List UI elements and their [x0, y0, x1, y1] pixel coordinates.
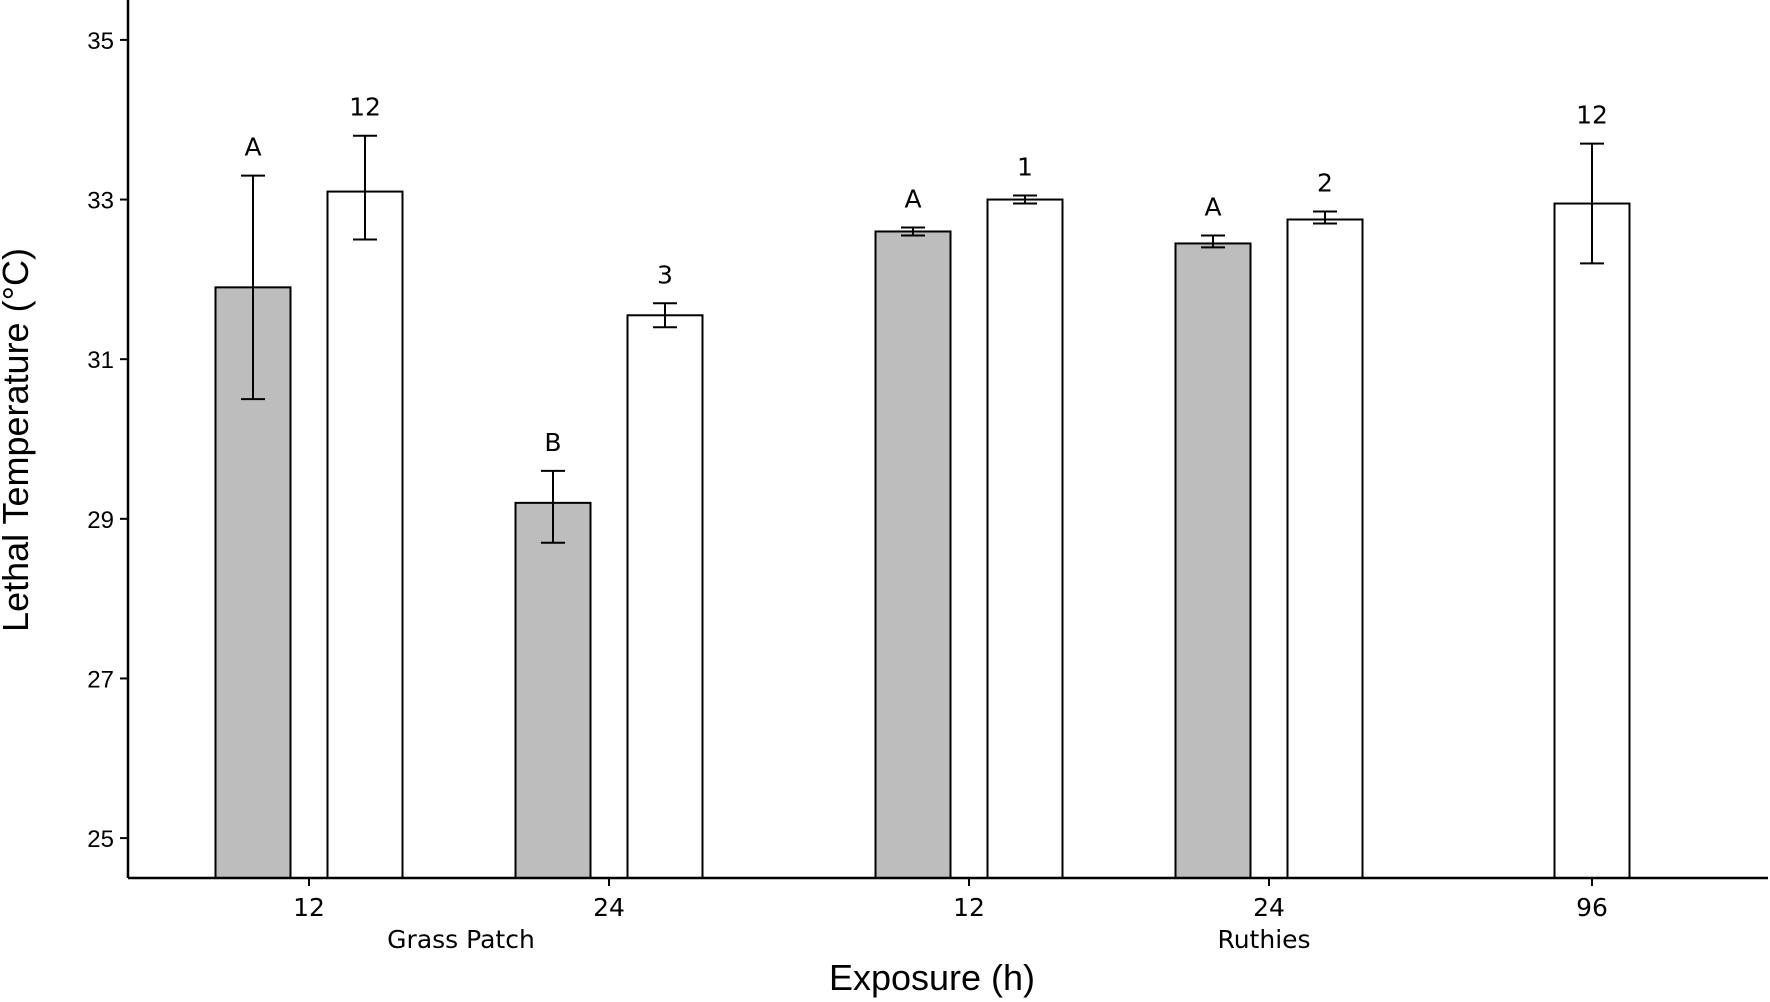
y-tick-label-35: 35 [87, 28, 114, 55]
error-bar-3-1 [1313, 210, 1337, 225]
bar-2-0 [874, 230, 952, 880]
significance-label-4-0: 12 [1576, 101, 1608, 130]
significance-label-3-1: 2 [1317, 169, 1333, 198]
bar-3-1 [1286, 218, 1364, 879]
bar-2-1 [986, 198, 1064, 879]
significance-label-0-0: A [244, 133, 261, 162]
significance-label-1-1: 3 [657, 260, 673, 289]
error-bar-1-1 [653, 302, 677, 329]
significance-label-1-0: B [544, 428, 561, 457]
bar-1-0 [514, 501, 592, 879]
x-tick-label-0: 12 [293, 893, 325, 922]
significance-label-3-0: A [1204, 192, 1221, 221]
x-tick-label-4: 96 [1576, 893, 1608, 922]
y-tick-label-31: 31 [87, 347, 114, 374]
bar-4-0 [1553, 202, 1631, 879]
significance-labels-layer: A 12 B 3 A 1 A 2 12 [244, 93, 1607, 457]
y-tick-label-25: 25 [87, 826, 114, 853]
y-tick-label-33: 33 [87, 188, 114, 215]
axis-labels-layer: Exposure (h) Lethal Temperature (°C) [0, 248, 1035, 998]
error-bar-2-1 [1013, 194, 1037, 205]
site-label-0: Grass Patch [387, 925, 535, 954]
error-bar-0-1 [353, 134, 377, 241]
y-tick-label-27: 27 [87, 666, 114, 693]
significance-label-2-0: A [904, 184, 921, 213]
x-tick-label-2: 12 [953, 893, 985, 922]
bar-0-1 [326, 190, 404, 879]
bar-1-1 [626, 314, 704, 880]
significance-label-0-1: 12 [349, 93, 381, 122]
y-tick-label-29: 29 [87, 507, 114, 534]
site-label-1: Ruthies [1217, 925, 1310, 954]
error-bar-2-0 [901, 226, 925, 237]
error-bars-layer [241, 134, 1604, 544]
x-tick-label-1: 24 [593, 893, 625, 922]
x-tick-label-3: 24 [1253, 893, 1285, 922]
y-axis-label: Lethal Temperature (°C) [0, 248, 36, 632]
error-bar-3-0 [1201, 234, 1225, 249]
bars-layer [214, 190, 1631, 880]
error-bar-4-0 [1580, 142, 1604, 265]
x-axis-label: Exposure (h) [829, 957, 1035, 998]
error-bar-1-0 [541, 469, 565, 544]
significance-label-2-1: 1 [1017, 153, 1033, 182]
error-bar-0-0 [241, 174, 265, 401]
bar-3-0 [1174, 242, 1252, 880]
